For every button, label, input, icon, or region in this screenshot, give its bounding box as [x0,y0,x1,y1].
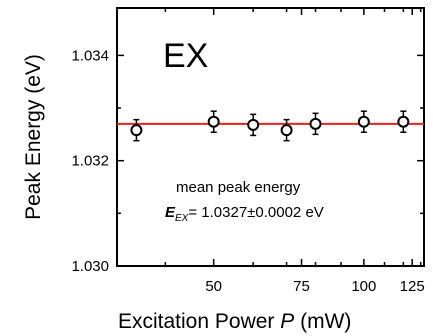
data-point [247,113,260,137]
annotation-symbol: E [165,204,176,221]
annotation-subscript: EX [175,213,189,224]
data-point [280,118,293,142]
annotation-value: = 1.0327±0.0002 eV [188,204,323,221]
y-tick-label: 1.034 [71,47,109,64]
data-point [357,110,370,134]
data-marker [357,115,370,128]
data-marker [309,117,322,130]
plot-frame [116,7,425,267]
data-marker [130,124,143,137]
x-tick-label: 125 [400,278,425,295]
y-tick-label: 1.030 [71,258,109,275]
y-tick-label: 1.032 [71,153,109,170]
data-point [207,110,220,134]
x-tick-label: 50 [205,278,222,295]
data-point [397,110,410,134]
panel-label: EX [163,37,208,75]
y-axis-title: Peak Energy (eV) [22,54,45,220]
annotation-line-2: EEX= 1.0327±0.0002 eV [165,204,324,224]
x-tick-label: 75 [293,278,310,295]
data-marker [397,115,410,128]
data-point [130,118,143,142]
axis-ticks: 1.030 1.032 1.034 50 75 100 125 [71,8,425,295]
x-axis-title: Excitation Power P (mW) [118,310,351,333]
data-marker [280,124,293,137]
data-marker [207,115,220,128]
x-axis-title-prefix: Excitation Power [118,310,280,333]
annotation-line-1: mean peak energy [176,179,301,196]
x-tick-label: 100 [351,278,376,295]
data-marker [247,118,260,131]
data-point [309,112,322,136]
data-points [130,110,410,142]
x-axis-title-variable: P [280,310,294,333]
x-axis-title-unit: (mW) [294,310,351,333]
